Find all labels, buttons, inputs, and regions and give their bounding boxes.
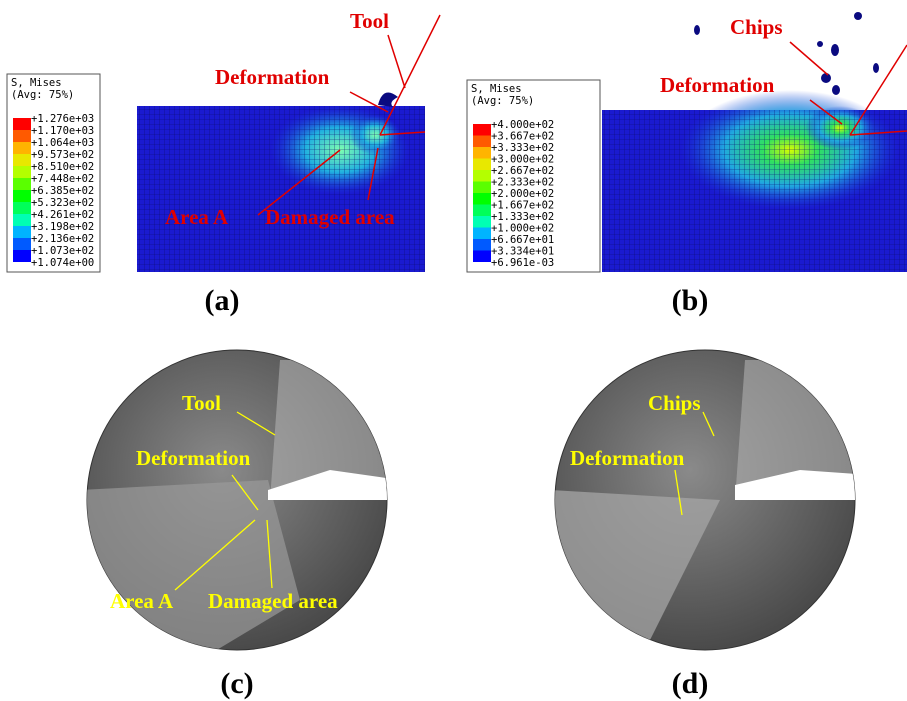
legend-entry: +1.074e+00 <box>31 257 94 269</box>
annotation: Area A <box>110 589 174 613</box>
legend-entry: +9.573e+02 <box>31 149 94 161</box>
legend-swatch <box>13 166 31 178</box>
figure: (a) Tool Deformation Area A Damaged area S, M… <box>0 0 907 701</box>
legend-swatch <box>473 228 491 240</box>
legend-swatch <box>13 118 31 130</box>
annotation: Deformation <box>570 446 685 470</box>
legend-entry: +1.333e+02 <box>491 211 554 223</box>
legend-entry: +1.667e+02 <box>491 200 554 212</box>
annotation: Damaged area <box>208 589 338 613</box>
legend-entry: +3.333e+02 <box>491 142 554 154</box>
legend-swatch <box>473 124 491 136</box>
legend-entry: +3.667e+02 <box>491 131 554 143</box>
annotation: Tool <box>350 9 389 33</box>
legend-entry: +4.261e+02 <box>31 209 94 221</box>
annotation: Tool <box>182 391 221 415</box>
legend-entry: +2.136e+02 <box>31 233 94 245</box>
annotation: Area A <box>165 205 229 229</box>
legend-entry: +1.000e+02 <box>491 223 554 235</box>
legend-swatch <box>473 170 491 182</box>
legend-title: S, Mises <box>471 83 522 95</box>
legend-swatch <box>473 159 491 171</box>
annotation: Deformation <box>136 446 251 470</box>
legend-entry: +6.961e-03 <box>491 257 554 269</box>
legend-entry: +7.448e+02 <box>31 173 94 185</box>
panel-label: (d) <box>672 667 709 700</box>
legend-swatch <box>473 193 491 205</box>
annotation: Deformation <box>660 73 775 97</box>
annotation: Deformation <box>215 65 330 89</box>
legend-entry: +2.667e+02 <box>491 165 554 177</box>
legend-swatch <box>13 238 31 250</box>
legend-swatch <box>473 239 491 251</box>
legend-entry: +1.170e+03 <box>31 125 94 137</box>
legend-swatch <box>13 202 31 214</box>
legend-swatch <box>13 178 31 190</box>
legend-swatch <box>473 205 491 217</box>
legend-swatch <box>473 251 491 263</box>
legend-swatch <box>13 154 31 166</box>
legend-swatch <box>13 190 31 202</box>
legend-swatch <box>13 250 31 262</box>
panel-label: (b) <box>672 284 709 317</box>
photo-d <box>550 350 870 660</box>
annotation: Damaged area <box>265 205 395 229</box>
legend-entry: +3.000e+02 <box>491 154 554 166</box>
legend-entry: +6.667e+01 <box>491 234 554 246</box>
annotation: Chips <box>648 391 701 415</box>
legend-subtitle: (Avg: 75%) <box>11 89 74 101</box>
legend-swatch <box>13 214 31 226</box>
legend-entry: +3.198e+02 <box>31 221 94 233</box>
legend-entry: +3.334e+01 <box>491 246 554 258</box>
legend-swatch <box>473 147 491 159</box>
legend-swatch <box>13 142 31 154</box>
legend-entry: +5.323e+02 <box>31 197 94 209</box>
legend-entry: +4.000e+02 <box>491 119 554 131</box>
panel-label: (c) <box>220 667 253 700</box>
legend-entry: +6.385e+02 <box>31 185 94 197</box>
legend-entry: +1.276e+03 <box>31 113 94 125</box>
legend-entry: +2.000e+02 <box>491 188 554 200</box>
legend-swatch <box>13 130 31 142</box>
legend-swatch <box>473 182 491 194</box>
legend-entry: +2.333e+02 <box>491 177 554 189</box>
panel-label: (a) <box>205 284 240 317</box>
legend-swatch <box>473 216 491 228</box>
legend-swatch <box>13 226 31 238</box>
legend-entry: +8.510e+02 <box>31 161 94 173</box>
legend-entry: +1.064e+03 <box>31 137 94 149</box>
legend-swatch <box>473 136 491 148</box>
legend-subtitle: (Avg: 75%) <box>471 95 534 107</box>
photo-c <box>80 350 400 660</box>
legend-entry: +1.073e+02 <box>31 245 94 257</box>
legend-title: S, Mises <box>11 77 62 89</box>
annotation: Chips <box>730 15 783 39</box>
simulation-b <box>602 12 907 272</box>
